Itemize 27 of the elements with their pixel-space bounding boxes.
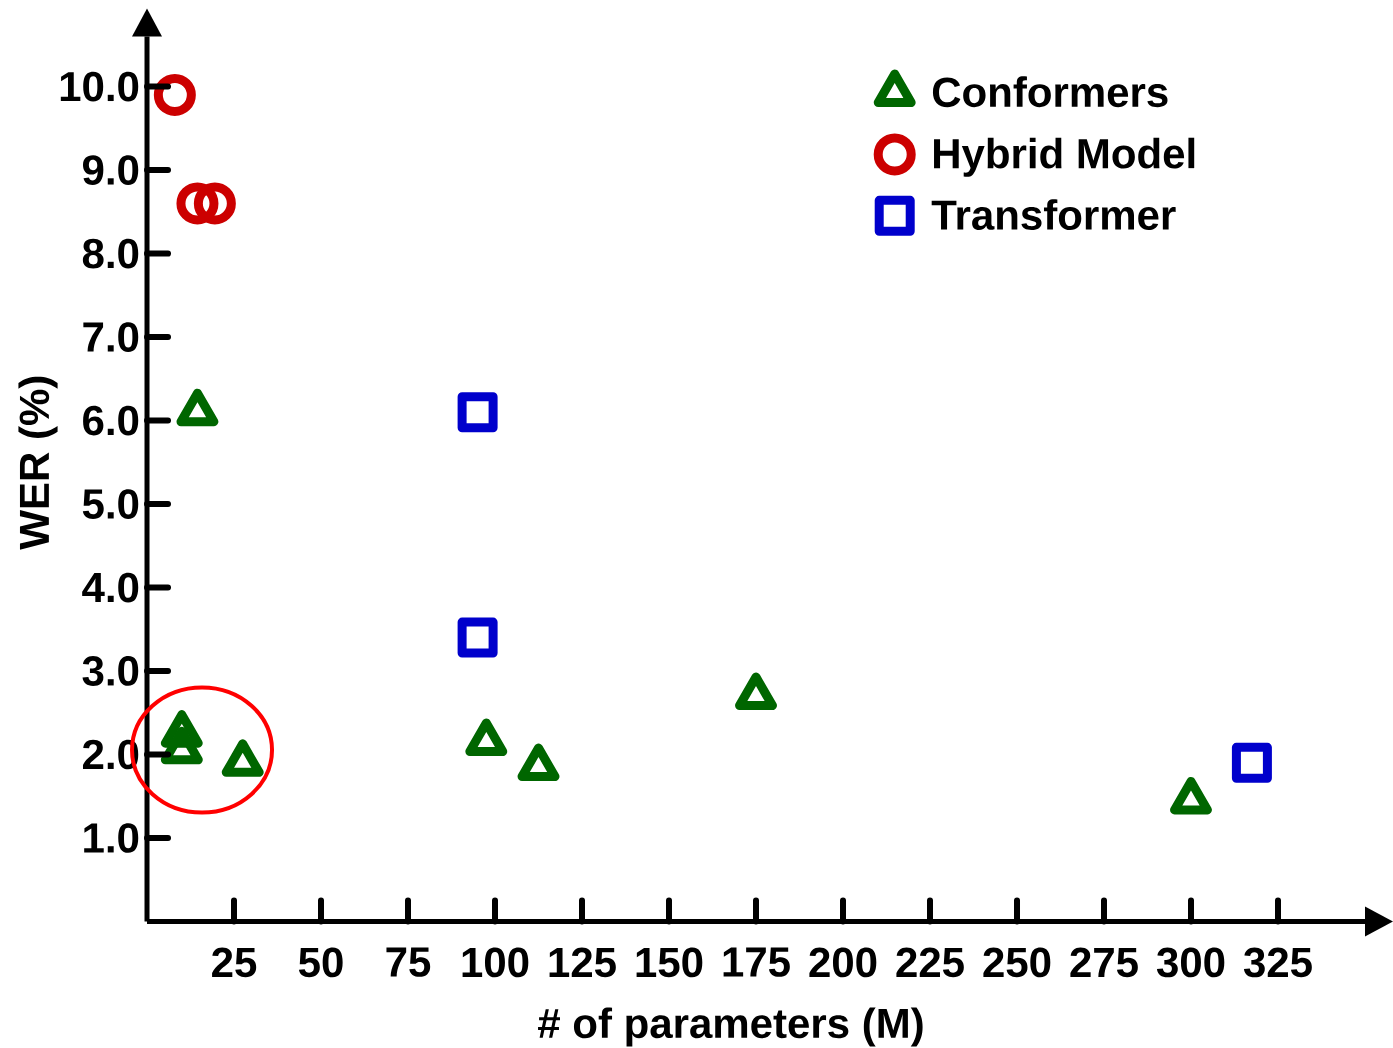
x-tick-label: 275 xyxy=(1070,947,1138,978)
y-tick-label: 5.0 xyxy=(82,489,139,519)
x-tick-label: 250 xyxy=(983,947,1051,978)
y-tick-label: 6.0 xyxy=(83,405,139,436)
y-tick-label: 7.0 xyxy=(83,322,139,352)
x-axis-title: # of parameters (M) xyxy=(538,1007,923,1047)
x-tick-label: 325 xyxy=(1243,947,1312,978)
x-tick-label: 50 xyxy=(298,947,343,978)
legend-label: Conformers xyxy=(932,76,1168,108)
y-tick-label: 9.0 xyxy=(82,155,139,185)
y-tick-label: 4.0 xyxy=(82,572,139,603)
y-axis-title: WER (%) xyxy=(18,376,58,550)
x-tick-label: 175 xyxy=(723,947,790,977)
y-tick-label: 8.0 xyxy=(82,238,139,269)
x-tick-label: 75 xyxy=(386,947,431,977)
legend-label: Transformer xyxy=(931,199,1176,230)
x-tick-label: 150 xyxy=(636,947,703,978)
y-tick-label: 1.0 xyxy=(84,823,139,853)
x-tick-label: 225 xyxy=(896,947,964,978)
legend-label: Hybrid Model xyxy=(934,137,1195,177)
x-tick-label: 100 xyxy=(462,947,529,978)
x-tick-label: 200 xyxy=(809,947,877,978)
x-tick-label: 125 xyxy=(549,947,616,978)
y-tick-label: 3.0 xyxy=(82,656,139,686)
y-tick-label: 10.0 xyxy=(60,71,139,102)
x-tick-label: 300 xyxy=(1156,947,1225,978)
x-tick-label: 25 xyxy=(212,947,257,978)
